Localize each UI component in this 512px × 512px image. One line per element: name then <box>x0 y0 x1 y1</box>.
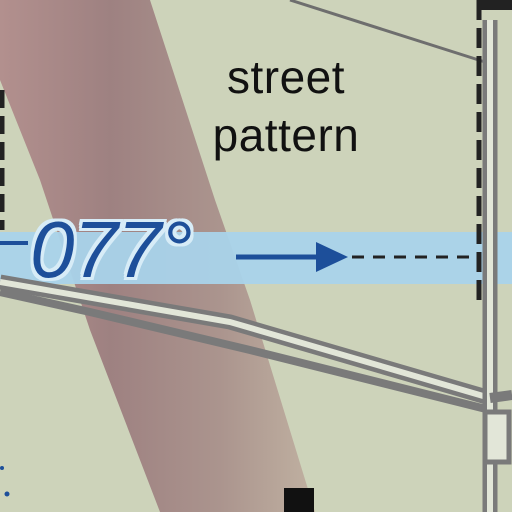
area-label-line1: street <box>226 51 346 103</box>
black-square-icon <box>284 488 314 512</box>
boundary-corner <box>478 0 512 10</box>
area-label-line2: pattern <box>212 109 360 161</box>
road-diagonal-lower <box>0 288 491 414</box>
area-label: street pattern <box>176 48 396 164</box>
arrow-right-icon <box>236 242 348 272</box>
road-top <box>289 0 486 64</box>
course-heading-label: 077° <box>30 205 192 294</box>
road-bottom-right <box>482 390 512 465</box>
dot-marker <box>0 466 4 470</box>
dot-marker <box>4 491 10 497</box>
road-diagonal-upper <box>0 274 493 406</box>
